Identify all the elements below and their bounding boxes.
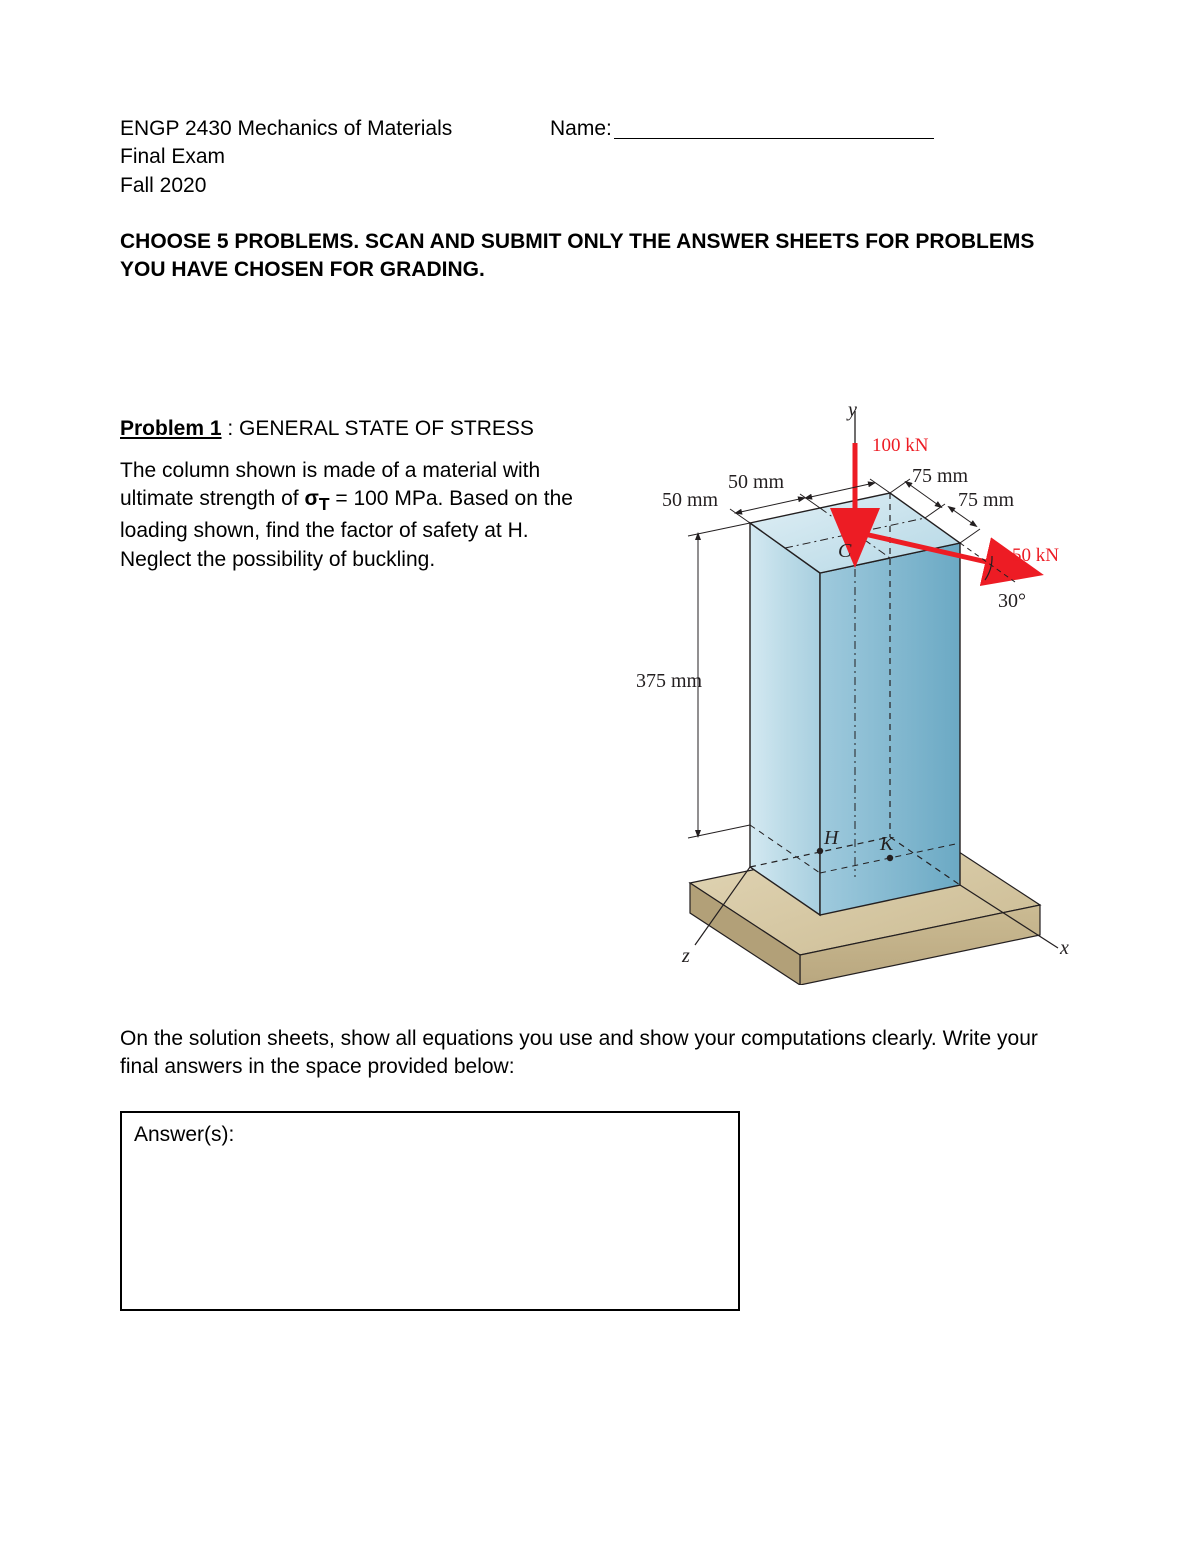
- dim-50mm-2: 50 mm: [662, 489, 718, 512]
- axis-y-label: y: [848, 399, 857, 422]
- axis-z-label: z: [682, 945, 690, 968]
- instructions-text: CHOOSE 5 PROBLEMS. SCAN AND SUBMIT ONLY …: [120, 228, 1080, 285]
- dim-50mm-1: 50 mm: [728, 471, 784, 494]
- angle-30-label: 30°: [998, 590, 1026, 613]
- name-blank-line: [614, 138, 934, 139]
- course-code: ENGP 2430 Mechanics of Materials: [120, 115, 540, 143]
- problem-title: : GENERAL STATE OF STRESS: [222, 417, 534, 440]
- name-label: Name:: [550, 117, 612, 140]
- solution-instructions: On the solution sheets, show all equatio…: [120, 1025, 1080, 1082]
- problem-text: Problem 1 : GENERAL STATE OF STRESS The …: [120, 415, 575, 985]
- point-h-label: H: [824, 827, 838, 850]
- dim-75mm-1: 75 mm: [912, 465, 968, 488]
- force-100kn-label: 100 kN: [872, 435, 928, 457]
- column-figure: y 100 kN 50 mm 50 mm 75 mm 75 mm 50 kN 3…: [580, 405, 1080, 985]
- term: Fall 2020: [120, 172, 540, 200]
- page-header: ENGP 2430 Mechanics of Materials Final E…: [120, 115, 1080, 200]
- exam-name: Final Exam: [120, 143, 540, 171]
- dim-375mm: 375 mm: [636, 670, 702, 693]
- answer-box: Answer(s):: [120, 1111, 740, 1311]
- answer-label: Answer(s):: [134, 1123, 234, 1146]
- problem-body: The column shown is made of a material w…: [120, 457, 575, 574]
- point-k-label: K: [880, 833, 893, 856]
- dim-75mm-2: 75 mm: [958, 489, 1014, 512]
- problem-number: Problem 1: [120, 417, 222, 440]
- force-50kn-label: 50 kN: [1012, 545, 1059, 567]
- point-c-label: C: [838, 540, 851, 563]
- axis-x-label: x: [1060, 937, 1069, 960]
